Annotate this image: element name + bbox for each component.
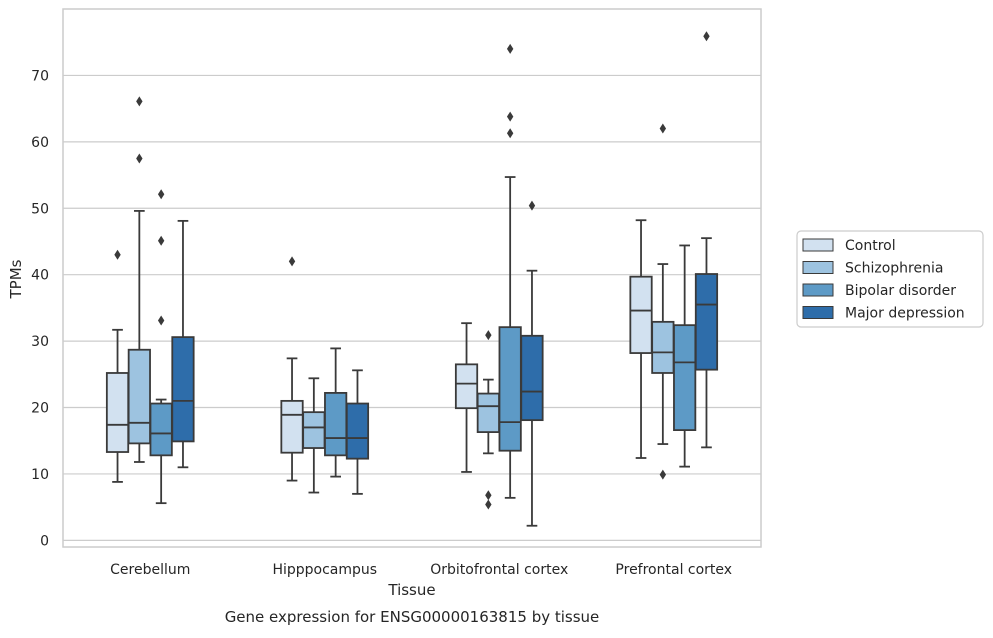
y-tick-label: 0	[40, 533, 49, 549]
y-tick-label: 50	[31, 201, 49, 217]
chart-caption: Gene expression for ENSG00000163815 by t…	[225, 608, 600, 626]
legend-label: Schizophrenia	[845, 261, 943, 277]
outlier-point	[506, 111, 514, 122]
box-group	[127, 96, 151, 463]
legend-swatch	[802, 261, 834, 274]
box-group	[629, 219, 653, 459]
outlier-point	[157, 189, 165, 200]
outlier-point	[114, 249, 121, 260]
outlier-point	[659, 123, 667, 134]
outlier-point	[136, 96, 143, 107]
plot-frame	[62, 8, 762, 548]
legend-label: Bipolar disorder	[845, 283, 956, 299]
box-group	[324, 347, 348, 478]
legend-swatch	[802, 283, 834, 297]
box-body	[345, 402, 370, 460]
outlier-point	[157, 235, 165, 246]
box-body	[673, 324, 697, 432]
outlier-point	[288, 256, 296, 267]
box-body	[105, 372, 130, 453]
box-body	[520, 334, 544, 422]
box-group	[476, 330, 500, 510]
legend-swatch	[802, 306, 834, 319]
legend-frame	[796, 230, 984, 328]
box-body	[302, 411, 326, 449]
outlier-point	[506, 128, 514, 139]
x-tick-labels: Cerebellum Hipppocampus Orbitofrontal cort…	[110, 562, 732, 578]
outlier-point	[485, 330, 492, 341]
box-body	[127, 348, 151, 445]
box-layer	[105, 31, 719, 527]
outlier-point	[703, 31, 710, 42]
x-axis-label: Tissue	[387, 581, 435, 599]
outlier-point	[157, 315, 165, 326]
legend-label: Major depression	[845, 306, 965, 322]
box-group	[171, 219, 195, 469]
x-tick-label: Orbitofrontal cortex	[430, 562, 568, 578]
y-tick-label: 40	[31, 268, 49, 284]
box-group	[498, 43, 522, 499]
outlier-point	[485, 490, 492, 501]
y-axis-label: TPMs	[7, 259, 25, 299]
outlier-point	[485, 499, 492, 510]
plot-background	[63, 9, 761, 547]
box-body	[694, 273, 719, 371]
outlier-point	[506, 43, 514, 54]
box-body	[629, 275, 653, 354]
y-tick-labels: 0 10 20 30 40 50 60 70	[31, 68, 49, 549]
x-tick-label: Prefrontal cortex	[615, 562, 732, 578]
box-body	[454, 363, 479, 410]
box-body	[498, 326, 522, 452]
legend-label: Control	[845, 238, 896, 254]
outlier-point	[659, 469, 667, 480]
y-tick-label: 20	[31, 401, 49, 417]
y-tick-label: 10	[31, 467, 49, 483]
box-group	[694, 31, 719, 449]
box-group	[345, 369, 370, 495]
y-tick-label: 60	[31, 135, 49, 151]
box-group	[105, 249, 130, 483]
box-group	[280, 256, 304, 482]
box-body	[171, 336, 195, 443]
box-group	[454, 322, 479, 473]
box-body	[324, 392, 348, 457]
box-body	[476, 392, 500, 433]
box-group	[673, 244, 697, 468]
outlier-point	[136, 153, 143, 164]
box-group	[520, 200, 544, 527]
x-tick-label: Cerebellum	[110, 562, 190, 578]
box-body	[280, 399, 304, 454]
y-tick-label: 70	[31, 68, 49, 84]
box-body	[651, 320, 675, 374]
y-tick-label: 30	[31, 334, 49, 350]
box-body	[149, 402, 173, 457]
legend-swatch	[802, 238, 834, 252]
outlier-point	[528, 200, 536, 211]
x-tick-label: Hipppocampus	[272, 562, 377, 578]
legend: Control Schizophrenia Bipolar disorder Majo…	[796, 230, 984, 328]
